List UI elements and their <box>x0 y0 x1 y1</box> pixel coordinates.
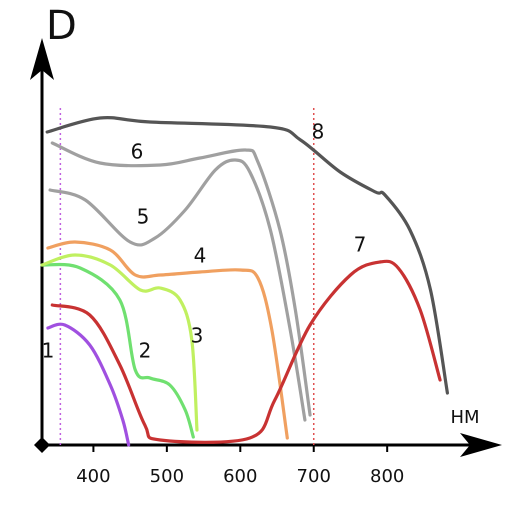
series-label: 5 <box>137 205 150 229</box>
series-line <box>50 141 312 417</box>
series-label: 4 <box>194 244 207 268</box>
series-line <box>40 262 195 439</box>
x-arrow <box>460 433 502 457</box>
series-line <box>48 158 307 422</box>
y-axis-label: D <box>46 3 77 49</box>
series-label: 3 <box>191 324 204 348</box>
series-label: 2 <box>139 339 152 363</box>
x-tick-label: 800 <box>370 466 404 487</box>
series-line <box>46 240 289 440</box>
x-tick-label: 700 <box>297 466 331 487</box>
x-tick-label: 600 <box>223 466 257 487</box>
series-label: 7 <box>354 233 367 257</box>
y-arrow <box>30 38 54 80</box>
series-line <box>46 322 131 447</box>
series-line <box>50 259 442 444</box>
series-line <box>45 116 450 395</box>
origin <box>34 437 50 453</box>
series-label: 1 <box>42 339 55 363</box>
series-label: 6 <box>131 140 144 164</box>
series-line <box>40 253 199 432</box>
series-label: 8 <box>312 120 325 144</box>
x-axis-label: НМ <box>450 407 479 428</box>
x-tick-label: 500 <box>150 466 184 487</box>
x-tick-label: 400 <box>76 466 110 487</box>
